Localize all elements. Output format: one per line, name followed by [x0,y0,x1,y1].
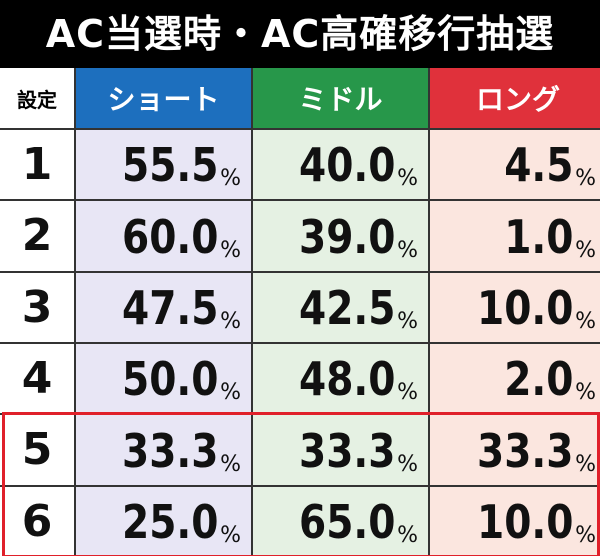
cell-number: 10.0 [476,281,574,335]
cell-unit: % [575,166,596,192]
cell-unit: % [575,237,596,263]
cell-number: 60.0 [121,209,219,264]
table: 設定 ショート ミドル ロング 1 55.5% 40.0% 4.5% 2 60.0% 39.… [0,68,600,556]
cell-unit: % [397,380,418,406]
cell-unit: % [220,237,241,263]
cell-unit: % [220,309,241,334]
value-cell: 33.3% [430,415,600,485]
cell-number: 33.3 [298,423,396,478]
value-cell: 33.3% [253,415,428,485]
value-cell: 4.5% [430,130,600,200]
cell-unit: % [397,309,418,334]
cell-number: 50.0 [121,352,219,407]
header-cell: ショート [76,68,251,128]
setting-cell: 6 [0,486,74,556]
setting-cell: 4 [0,344,74,414]
cell-unit: % [575,380,596,406]
cell-unit: % [397,237,418,263]
value-cell: 47.5% [76,272,251,342]
cell-number: 2.0 [503,352,574,407]
header-cell: 設定 [0,68,74,128]
setting-cell: 1 [0,130,74,200]
header-cell: ロング [430,68,600,128]
value-cell: 33.3% [76,415,251,485]
cell-unit: % [220,451,241,477]
value-cell: 48.0% [253,344,428,414]
cell-number: 33.3 [121,423,219,478]
cell-unit: % [397,523,418,548]
cell-number: 40.0 [298,138,396,193]
value-cell: 60.0% [76,201,251,271]
cell-number: 33.3 [476,423,574,478]
cell-number: 4.5 [503,138,574,193]
cell-number: 48.0 [298,352,396,407]
cell-unit: % [220,380,241,406]
value-cell: 55.5% [76,130,251,200]
cell-unit: % [220,166,241,192]
cell-number: 65.0 [298,495,396,549]
cell-number: 1.0 [503,209,574,264]
value-cell: 42.5% [253,272,428,342]
value-cell: 25.0% [76,486,251,556]
cell-unit: % [397,166,418,192]
title: AC当選時・AC高確移行抽選 [45,12,555,56]
setting-cell: 3 [0,272,74,342]
header-cell: ミドル [253,68,428,128]
cell-unit: % [220,523,241,548]
cell-unit: % [575,523,596,548]
value-cell: 10.0% [430,272,600,342]
value-cell: 39.0% [253,201,428,271]
value-cell: 2.0% [430,344,600,414]
cell-number: 42.5 [298,281,396,335]
value-cell: 10.0% [430,486,600,556]
value-cell: 1.0% [430,201,600,271]
value-cell: 40.0% [253,130,428,200]
setting-cell: 5 [0,415,74,485]
value-cell: 50.0% [76,344,251,414]
cell-number: 10.0 [476,495,574,549]
cell-number: 47.5 [121,281,219,335]
cell-number: 39.0 [298,209,396,264]
cell-unit: % [575,309,596,334]
cell-unit: % [397,451,418,477]
cell-number: 55.5 [121,138,219,193]
cell-number: 25.0 [121,495,219,549]
value-cell: 65.0% [253,486,428,556]
cell-unit: % [575,451,596,477]
setting-cell: 2 [0,201,74,271]
